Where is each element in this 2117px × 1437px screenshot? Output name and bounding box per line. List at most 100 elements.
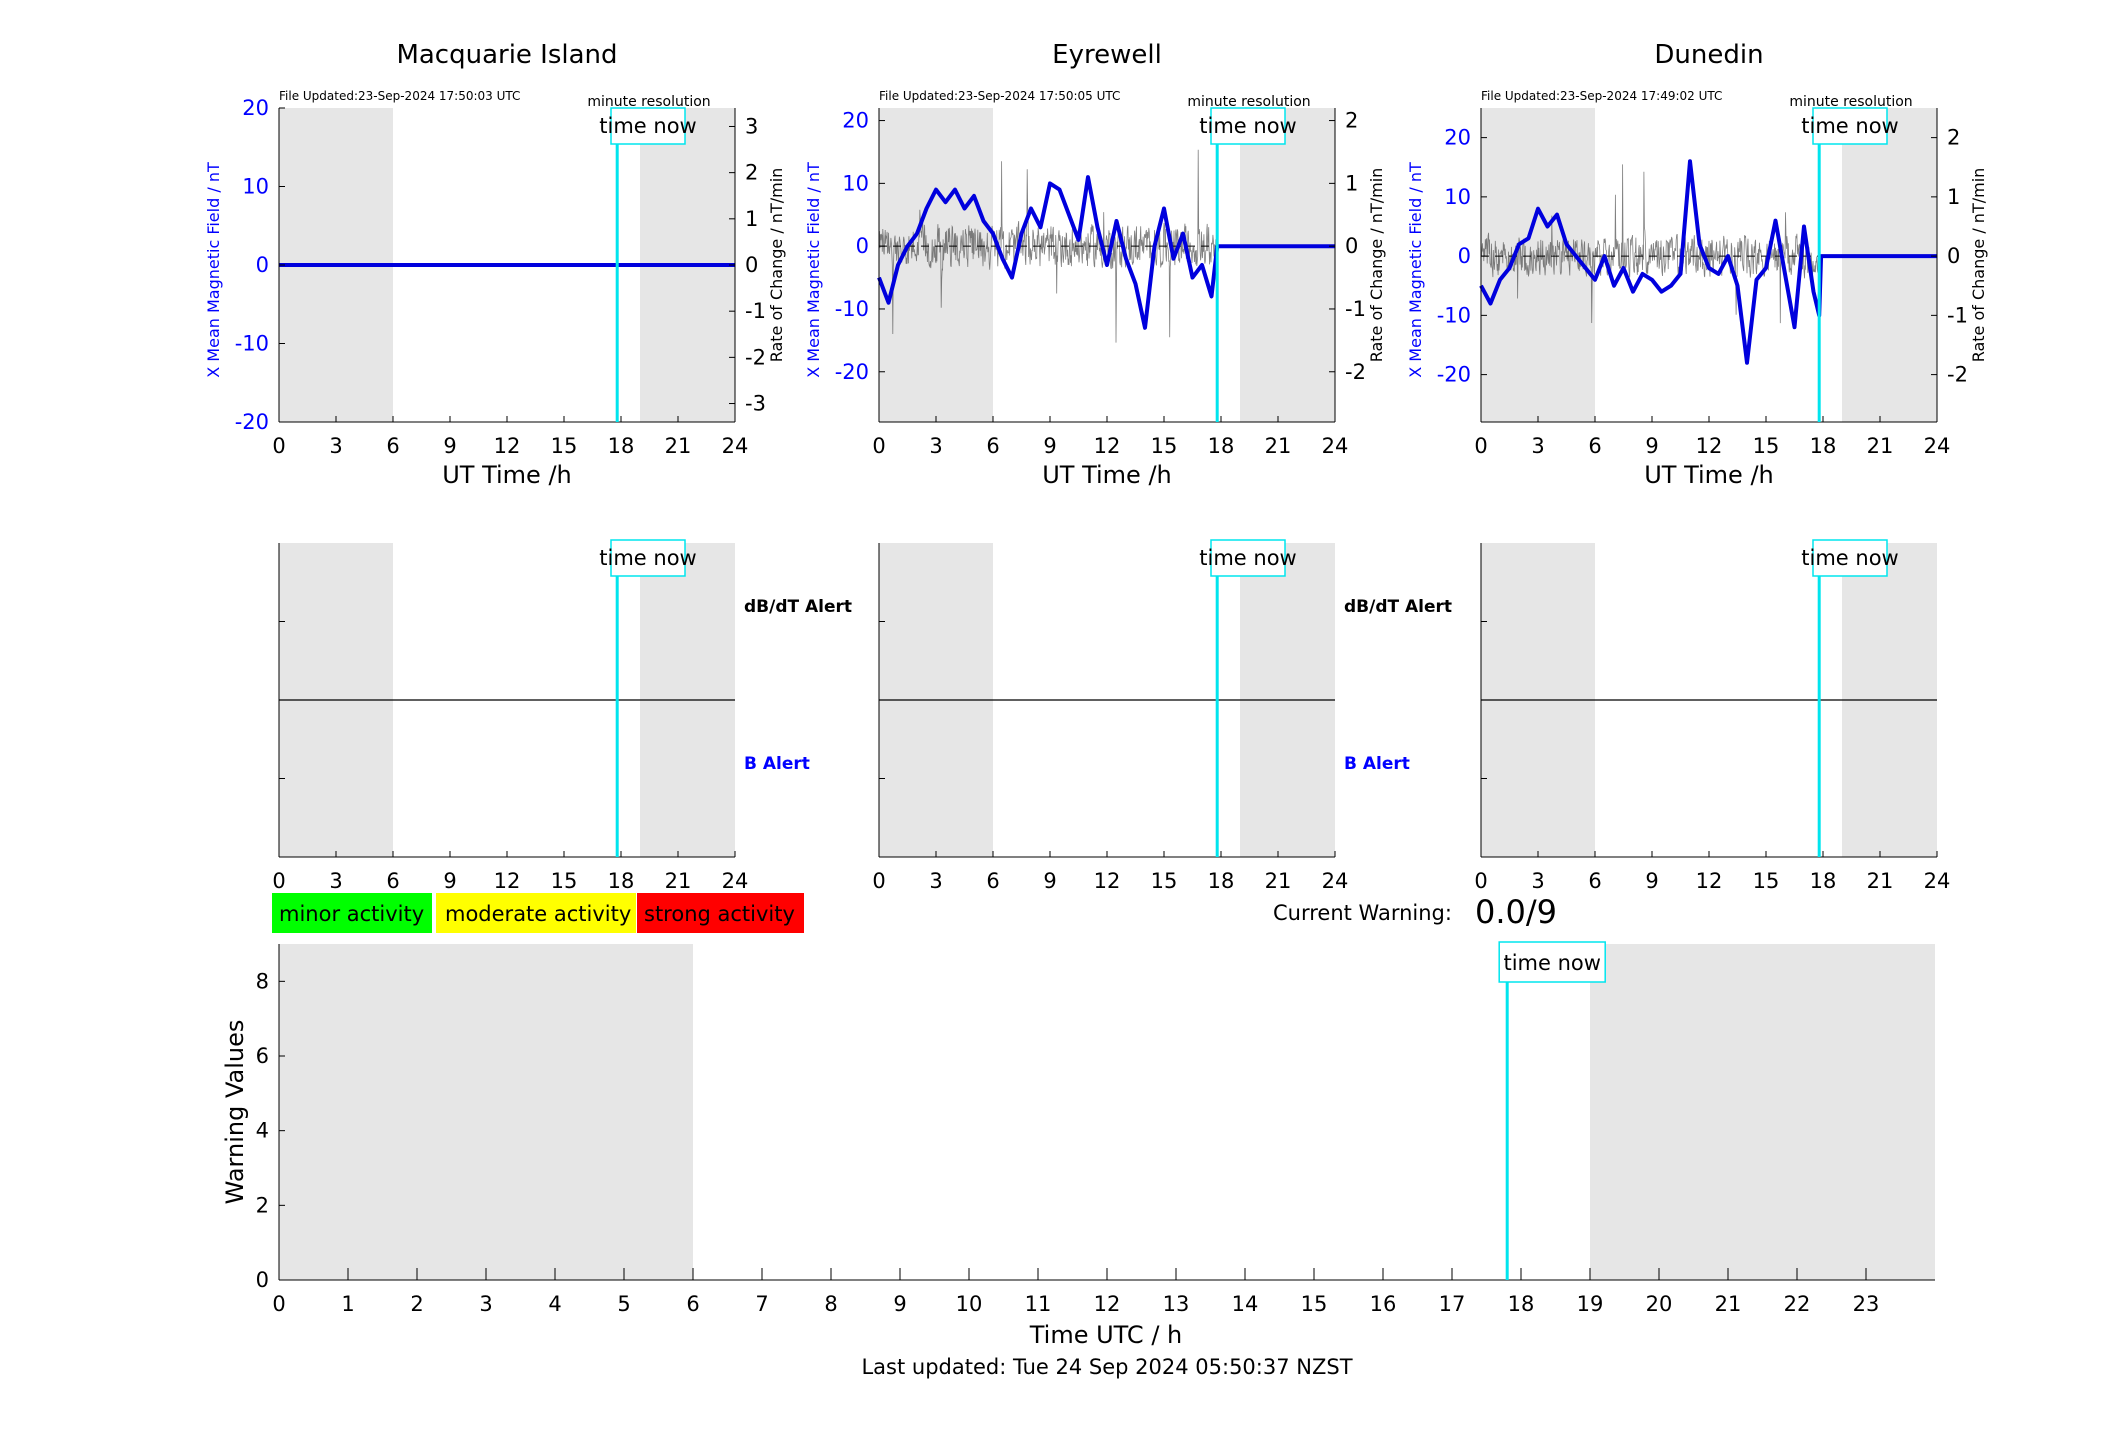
warning-x-tick-label: 3 <box>479 1292 492 1316</box>
warning-x-tick-label: 6 <box>686 1292 699 1316</box>
alert-x-tick-label: 24 <box>722 869 749 893</box>
last-updated: Last updated: Tue 24 Sep 2024 05:50:37 N… <box>861 1355 1352 1379</box>
alert-x-tick-label: 18 <box>1810 869 1837 893</box>
left-tick-label: 20 <box>1444 126 1471 150</box>
alert-x-tick-label: 12 <box>1696 869 1723 893</box>
right-tick-label: 0 <box>1345 234 1358 258</box>
x-tick-label: 21 <box>1265 434 1292 458</box>
warning-x-tick-label: 0 <box>272 1292 285 1316</box>
station-panel-1: Eyrewell File Updated:23-Sep-2024 17:50:0… <box>804 40 1386 489</box>
resolution-label: minute resolution <box>1187 94 1310 110</box>
alert-x-tick-label: 9 <box>1043 869 1056 893</box>
warning-night-shade-0 <box>279 944 693 1280</box>
warning-x-tick-label: 14 <box>1232 1292 1259 1316</box>
left-y-label: X Mean Magnetic Field / nT <box>804 162 823 378</box>
left-tick-label: 0 <box>1458 244 1471 268</box>
x-tick-label: 12 <box>494 434 521 458</box>
warning-y-tick-label: 6 <box>256 1044 269 1068</box>
alert-panels: 0 3 6 9 12 15 18 21 24 time now dB/dT Alert B Alert… <box>272 539 1950 893</box>
time-now-box <box>610 107 686 145</box>
left-tick-label: 20 <box>242 96 269 120</box>
night-shade-0 <box>1481 108 1595 422</box>
right-tick-label: 2 <box>745 161 758 185</box>
alert-x-tick-label: 12 <box>1094 869 1121 893</box>
alert-x-tick-label: 21 <box>1867 869 1894 893</box>
current-warning-value: 0.0/9 <box>1475 893 1557 931</box>
x-tick-label: 6 <box>986 434 999 458</box>
right-tick-label: -1 <box>1345 297 1366 321</box>
x-tick-label: 3 <box>929 434 942 458</box>
x-tick-label: 24 <box>722 434 749 458</box>
warning-x-tick-label: 11 <box>1025 1292 1052 1316</box>
x-tick-label: 12 <box>1696 434 1723 458</box>
alert-x-tick-label: 3 <box>329 869 342 893</box>
right-tick-label: 1 <box>745 207 758 231</box>
warning-time-now-box <box>1498 941 1606 983</box>
current-warning-label: Current Warning: <box>1273 901 1452 925</box>
warning-x-tick-label: 10 <box>956 1292 983 1316</box>
warning-y-tick-label: 2 <box>256 1193 269 1217</box>
alert-x-tick-label: 6 <box>1588 869 1601 893</box>
field-line-0 <box>877 175 1335 330</box>
right-tick-label: 1 <box>1947 185 1960 209</box>
x-tick-label: 24 <box>1924 434 1951 458</box>
right-tick-label: -2 <box>745 345 766 369</box>
warning-x-tick-label: 18 <box>1508 1292 1535 1316</box>
x-tick-label: 0 <box>872 434 885 458</box>
panel-title: Eyrewell <box>1052 40 1162 70</box>
rate-of-change-line <box>1480 164 1820 324</box>
x-tick-label: 0 <box>272 434 285 458</box>
warning-x-tick-label: 15 <box>1301 1292 1328 1316</box>
x-tick-label: 15 <box>551 434 578 458</box>
warning-y-tick-label: 8 <box>256 969 269 993</box>
right-tick-label: 3 <box>745 114 758 138</box>
alert-x-tick-label: 15 <box>551 869 578 893</box>
x-tick-label: 3 <box>329 434 342 458</box>
right-tick-label: 0 <box>745 253 758 277</box>
alert-time-now-box <box>610 539 686 577</box>
x-tick-label: 15 <box>1753 434 1780 458</box>
right-tick-label: -1 <box>745 299 766 323</box>
alert-x-tick-label: 0 <box>872 869 885 893</box>
alert-x-tick-label: 6 <box>986 869 999 893</box>
alert-x-tick-label: 0 <box>272 869 285 893</box>
warning-time-now-label: time now <box>1503 951 1600 975</box>
activity-legend: minor activity moderate activity strong … <box>272 893 804 933</box>
x-axis-label: UT Time /h <box>1042 461 1172 489</box>
left-tick-label: 0 <box>256 253 269 277</box>
right-tick-label: 2 <box>1947 126 1960 150</box>
warning-x-tick-label: 23 <box>1853 1292 1880 1316</box>
warning-y-tick-label: 4 <box>256 1119 269 1143</box>
legend-strong-swatch <box>637 893 804 933</box>
b-alert-label: B Alert <box>744 754 810 774</box>
x-tick-label: 12 <box>1094 434 1121 458</box>
warning-night-shade-1 <box>1590 944 1935 1280</box>
alert-x-tick-label: 21 <box>1265 869 1292 893</box>
alert-time-now-label: time now <box>1199 546 1296 570</box>
right-tick-label: 0 <box>1947 244 1960 268</box>
x-tick-label: 6 <box>386 434 399 458</box>
left-tick-label: 20 <box>842 109 869 133</box>
field-line-0 <box>1479 159 1937 365</box>
x-tick-label: 24 <box>1322 434 1349 458</box>
alert-x-tick-label: 21 <box>665 869 692 893</box>
warning-x-tick-label: 16 <box>1370 1292 1397 1316</box>
x-tick-label: 18 <box>1810 434 1837 458</box>
left-tick-label: -10 <box>235 332 269 356</box>
night-shade-1 <box>1842 108 1937 422</box>
right-y-label: Rate of Change / nT/min <box>1367 168 1386 363</box>
alert-x-tick-label: 9 <box>443 869 456 893</box>
alert-x-tick-label: 15 <box>1151 869 1178 893</box>
warning-x-tick-label: 13 <box>1163 1292 1190 1316</box>
right-tick-label: -2 <box>1947 363 1968 387</box>
night-shade-1 <box>1240 108 1335 422</box>
alert-x-tick-label: 9 <box>1645 869 1658 893</box>
legend-minor-label: minor activity <box>279 902 424 926</box>
alert-x-tick-label: 18 <box>1208 869 1235 893</box>
left-tick-label: -10 <box>835 297 869 321</box>
file-updated: File Updated:23-Sep-2024 17:50:03 UTC <box>279 89 520 103</box>
right-y-label: Rate of Change / nT/min <box>1969 168 1988 363</box>
x-tick-label: 6 <box>1588 434 1601 458</box>
left-tick-label: -20 <box>835 360 869 384</box>
